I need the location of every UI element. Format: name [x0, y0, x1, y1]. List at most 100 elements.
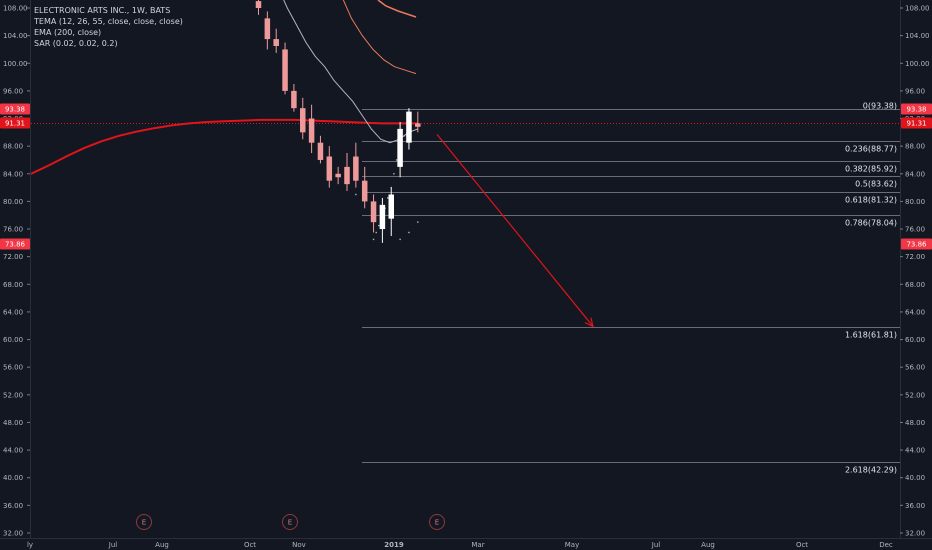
time-tick-label: Oct — [244, 541, 256, 549]
legend-ema: EMA (200, close) — [34, 28, 101, 37]
price-tick-label: 40.00 — [3, 474, 23, 482]
price-tick-label: 36.00 — [3, 502, 23, 510]
price-tick-label: 96.00 — [3, 87, 23, 95]
time-tick-label: Jul — [651, 541, 661, 549]
candle-body — [291, 90, 297, 109]
candle-body — [326, 156, 333, 181]
price-tick-label: 84.00 — [3, 170, 23, 178]
price-tick-label: 100.00 — [905, 60, 930, 68]
chart-legend: ELECTRONIC ARTS INC., 1W, BATS TEMA (12,… — [33, 6, 183, 48]
fibonacci-retracement[interactable]: 0(93.38) 0.236(88.77) 0.382(85.92) 0.5(83.6… — [362, 102, 900, 475]
candle-body — [255, 1, 262, 9]
price-tick-label: 52.00 — [3, 391, 23, 399]
arrow-line — [436, 134, 594, 327]
price-tick-label: 88.00 — [905, 143, 925, 151]
sar-dot — [387, 197, 389, 199]
price-tag-box — [901, 103, 932, 115]
candle-body — [308, 118, 315, 143]
candle-body — [388, 194, 394, 219]
earnings-marker-label: E — [435, 519, 439, 527]
fib-level-label: 0.236(88.77) — [845, 145, 897, 154]
earnings-marker — [429, 514, 445, 530]
price-tags: 93.38 93.38 91.31 91.31 73.86 73.86 — [0, 103, 932, 250]
price-tick-label: 56.00 — [3, 364, 23, 372]
candle-body — [317, 142, 324, 160]
candle-body — [361, 180, 368, 202]
price-tick-label: 48.00 — [3, 419, 23, 427]
price-tick-label: 64.00 — [3, 308, 23, 316]
price-tag-label: 73.86 — [5, 241, 26, 249]
price-tick-label: 68.00 — [3, 281, 23, 289]
time-axis[interactable]: ly Jul Aug Oct Nov 2019 Mar May Jul Aug Oct Dec — [27, 541, 893, 549]
time-tick-label: Oct — [796, 541, 808, 549]
fib-level-label: 1.618(61.81) — [845, 331, 897, 340]
tema-fast-path — [283, 0, 419, 144]
price-tick-label: 60.00 — [905, 336, 925, 344]
fib-level-label: 0(93.38) — [863, 102, 897, 111]
tema-lines — [283, 0, 419, 144]
price-tick-label: 56.00 — [905, 364, 925, 372]
price-tick-label: 72.00 — [3, 253, 23, 261]
price-tick-label: 104.00 — [905, 32, 930, 40]
time-tick-label: May — [565, 541, 579, 549]
sar-dot — [399, 238, 401, 241]
time-tick-label: Nov — [292, 541, 306, 549]
sar-dot — [395, 159, 398, 161]
time-tick-label: 2019 — [384, 541, 404, 549]
time-tick-label: ly — [27, 541, 33, 549]
price-tick-label: 88.00 — [3, 143, 23, 151]
price-tick-label: 60.00 — [3, 336, 23, 344]
tema-slow-path — [342, 0, 417, 75]
time-tick-label: Aug — [155, 541, 169, 549]
ema-200-line — [30, 118, 418, 175]
price-tick-label: 32.00 — [3, 529, 23, 537]
price-tick-label: 44.00 — [3, 447, 23, 455]
earnings-marker — [282, 514, 298, 530]
price-tag-label: 91.31 — [5, 120, 25, 128]
candle-body — [353, 156, 359, 181]
price-tick-label: 68.00 — [905, 281, 925, 289]
candle-body — [397, 128, 403, 167]
sar-dot — [378, 224, 380, 227]
candle-body — [379, 204, 386, 230]
price-tick-label: 48.00 — [905, 419, 925, 427]
price-tag-box — [901, 117, 932, 129]
price-tag-label: 91.31 — [906, 120, 926, 128]
candle-body — [344, 166, 350, 185]
arrow-head — [584, 317, 594, 328]
price-tick-label: 84.00 — [905, 170, 925, 178]
sar-dot — [372, 238, 375, 241]
price-tag-box — [0, 117, 30, 129]
ema-200-path — [30, 118, 418, 175]
candle-body — [370, 201, 377, 223]
price-tick-label: 36.00 — [905, 502, 925, 510]
candle-body — [282, 49, 288, 91]
price-tick-label: 80.00 — [3, 198, 23, 206]
candle-body — [335, 173, 341, 178]
price-tick-label: 100.00 — [3, 60, 28, 68]
sar-dot — [417, 221, 419, 223]
price-tag-box — [0, 103, 30, 115]
price-tick-label: 108.00 — [3, 5, 28, 13]
trend-arrow[interactable] — [436, 134, 594, 328]
legend-tema: TEMA (12, 26, 55, close, close, close) — [33, 17, 183, 26]
price-tag-label: 93.38 — [5, 106, 25, 114]
sar-dot — [393, 173, 395, 175]
candlesticks[interactable] — [255, 0, 421, 243]
legend-symbol: ELECTRONIC ARTS INC., 1W, BATS — [34, 6, 170, 15]
price-tag-box — [901, 238, 932, 250]
price-tick-label: 108.00 — [905, 5, 930, 13]
price-tick-label: 104.00 — [3, 32, 28, 40]
earnings-marker-label: E — [288, 519, 292, 527]
price-tag-label: 93.38 — [906, 106, 926, 114]
fib-level-label: 0.5(83.62) — [855, 180, 897, 189]
candle-body — [415, 123, 421, 127]
sar-dot — [408, 231, 410, 234]
candle-body — [300, 108, 306, 133]
earnings-marker-label: E — [142, 519, 146, 527]
fib-level-label: 0.618(81.32) — [845, 196, 897, 205]
price-axis[interactable]: 108.00 108.00 104.00 104.00 100.00 100.00 96.0… — [3, 5, 930, 538]
